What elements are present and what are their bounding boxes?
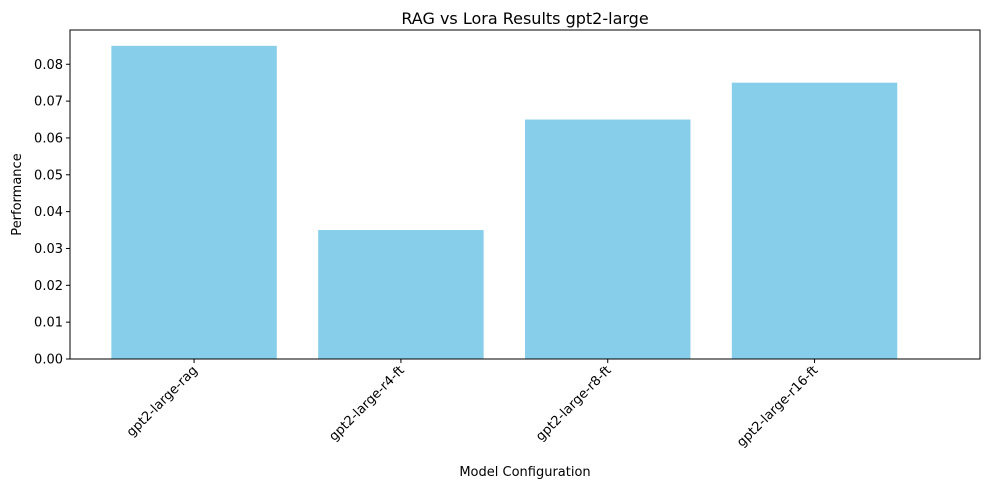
y-tick-label: 0.05 xyxy=(34,168,63,183)
x-tick-label: gpt2-large-r8-ft xyxy=(533,363,614,444)
y-tick-label: 0.02 xyxy=(34,279,63,294)
x-tick-label: gpt2-large-rag xyxy=(124,363,201,440)
y-tick-label: 0.00 xyxy=(34,353,63,368)
y-tick-label: 0.04 xyxy=(34,205,63,220)
y-axis-label: Performance xyxy=(10,153,25,235)
x-tick-label: gpt2-large-r4-ft xyxy=(326,363,407,444)
bar-gpt2-large-rag xyxy=(111,45,277,360)
bar-gpt2-large-r8-ft xyxy=(525,119,691,359)
y-tick-label: 0.07 xyxy=(34,95,63,110)
y-axis-ticks: 0.00 0.01 0.02 0.03 0.04 0.05 0.06 0.07 0.08 xyxy=(34,58,70,368)
chart-title: RAG vs Lora Results gpt2-large xyxy=(401,9,648,28)
y-tick-label: 0.08 xyxy=(34,58,63,73)
y-tick-label: 0.06 xyxy=(34,131,63,146)
x-tick-label: gpt2-large-r16-ft xyxy=(734,363,821,450)
bars-group xyxy=(111,45,898,360)
bar-gpt2-large-r4-ft xyxy=(318,230,484,359)
bar-gpt2-large-r16-ft xyxy=(731,82,898,360)
x-axis-ticks: gpt2-large-rag gpt2-large-r4-ft gpt2-large… xyxy=(124,359,821,450)
y-tick-label: 0.01 xyxy=(34,316,63,331)
plot-frame xyxy=(69,29,981,360)
y-tick-label: 0.03 xyxy=(34,242,63,257)
x-axis-label: Model Configuration xyxy=(459,465,590,480)
